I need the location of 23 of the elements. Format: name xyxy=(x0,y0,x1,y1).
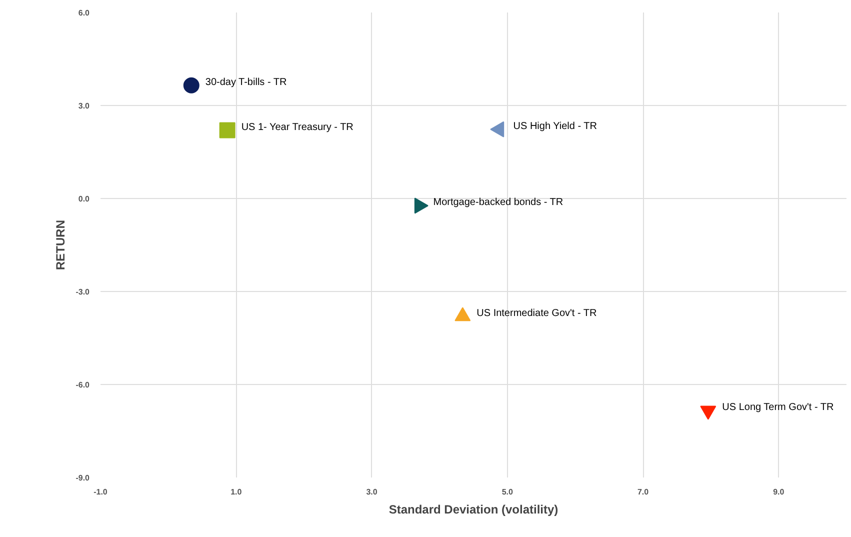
series-label: Mortgage-backed bonds - TR xyxy=(433,197,564,208)
series-label: 30-day T-bills - TR xyxy=(205,76,287,88)
y-axis-title: RETURN xyxy=(54,220,68,270)
y-tick-label: 0.0 xyxy=(78,194,90,204)
series-label: US 1- Year Treasury - TR xyxy=(241,122,354,133)
x-tick-label: 7.0 xyxy=(637,488,650,496)
point xyxy=(700,406,716,420)
x-tick-label: -1.0 xyxy=(94,488,108,496)
y-tick-label: -3.0 xyxy=(76,288,90,296)
x-tick-label: 1.0 xyxy=(230,488,242,496)
point xyxy=(219,122,236,138)
x-tick-label: 5.0 xyxy=(502,488,514,496)
y-tick-label: 3.0 xyxy=(78,102,90,110)
x-axis-title: Standard Deviation (volatility) xyxy=(388,502,558,516)
y-tick-label: 6.0 xyxy=(78,8,90,18)
y-tick-label: -9.0 xyxy=(76,474,90,482)
y-tick-label: -6.0 xyxy=(76,380,90,390)
series-label: US High Yield - TR xyxy=(513,120,598,132)
series-label: US Long Term Gov't - TR xyxy=(722,402,834,414)
point xyxy=(183,77,200,94)
x-tick-label: 3.0 xyxy=(366,488,378,496)
x-tick-label: 9.0 xyxy=(773,488,785,496)
series-label: US Intermediate Gov't - TR xyxy=(476,308,597,319)
